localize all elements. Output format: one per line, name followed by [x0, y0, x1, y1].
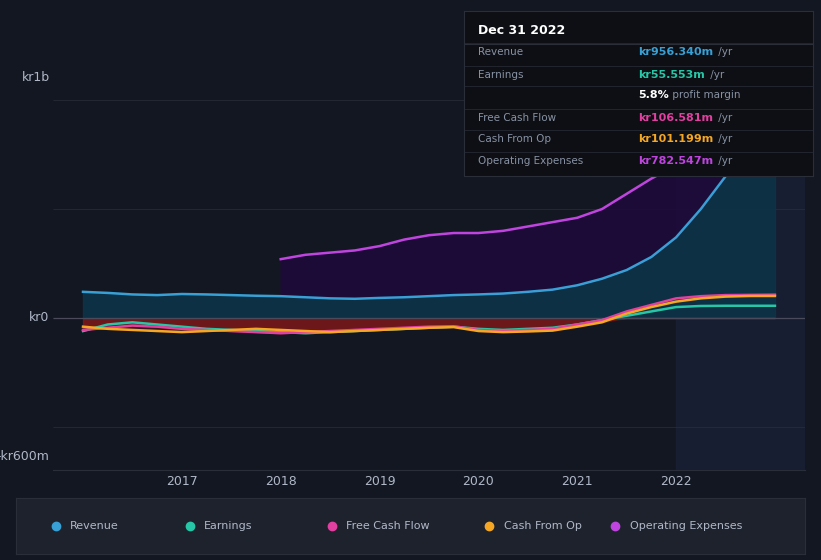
- Text: kr101.199m: kr101.199m: [639, 134, 713, 144]
- Text: kr1b: kr1b: [21, 71, 49, 83]
- Text: Operating Expenses: Operating Expenses: [630, 521, 742, 531]
- Text: Operating Expenses: Operating Expenses: [478, 156, 583, 166]
- Text: Revenue: Revenue: [478, 46, 523, 57]
- Text: Free Cash Flow: Free Cash Flow: [346, 521, 429, 531]
- Text: /yr: /yr: [715, 134, 732, 144]
- Text: Cash From Op: Cash From Op: [503, 521, 581, 531]
- Text: profit margin: profit margin: [669, 90, 741, 100]
- Bar: [676, 78, 805, 470]
- Text: /yr: /yr: [708, 70, 725, 80]
- Text: Dec 31 2022: Dec 31 2022: [478, 25, 565, 38]
- Text: kr106.581m: kr106.581m: [639, 113, 713, 123]
- Text: Revenue: Revenue: [70, 521, 119, 531]
- Text: Cash From Op: Cash From Op: [478, 134, 551, 144]
- Text: -kr600m: -kr600m: [0, 450, 49, 463]
- Text: Earnings: Earnings: [478, 70, 523, 80]
- Text: kr782.547m: kr782.547m: [639, 156, 713, 166]
- Text: kr55.553m: kr55.553m: [639, 70, 705, 80]
- Text: Free Cash Flow: Free Cash Flow: [478, 113, 556, 123]
- Text: kr0: kr0: [30, 311, 49, 324]
- Text: /yr: /yr: [715, 46, 732, 57]
- Text: kr956.340m: kr956.340m: [639, 46, 713, 57]
- Text: /yr: /yr: [715, 156, 732, 166]
- Text: 5.8%: 5.8%: [639, 90, 669, 100]
- Text: Earnings: Earnings: [204, 521, 253, 531]
- Text: /yr: /yr: [715, 113, 732, 123]
